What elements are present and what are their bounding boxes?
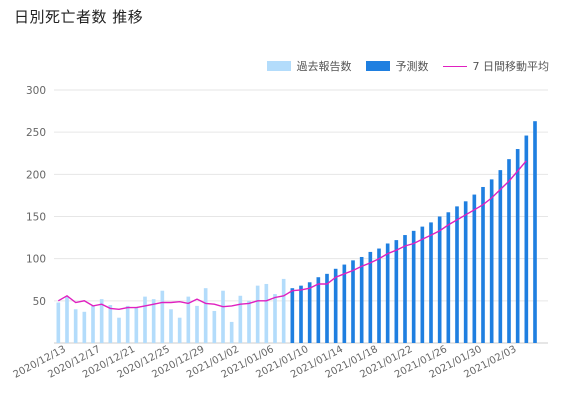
bar-reported[interactable] (160, 290, 165, 343)
bar-forecast[interactable] (507, 159, 511, 343)
legend: 過去報告数 予測数 7 日間移動平均 (266, 58, 550, 74)
bar-reported[interactable] (65, 296, 69, 343)
bar-forecast[interactable] (316, 277, 321, 343)
bar-reported[interactable] (221, 290, 225, 343)
y-tick-label: 150 (26, 212, 46, 224)
y-tick-label: 200 (26, 169, 46, 181)
y-axis-ticks: 50 100 150 200 250 300 (26, 85, 46, 308)
bars (56, 121, 537, 344)
bar-forecast[interactable] (359, 256, 364, 343)
bar-forecast[interactable] (533, 121, 537, 343)
bar-forecast[interactable] (498, 170, 503, 343)
y-tick-label: 300 (26, 85, 46, 97)
bar-forecast[interactable] (385, 243, 390, 343)
bar-reported[interactable] (82, 311, 87, 343)
bar-reported[interactable] (169, 309, 173, 343)
bar-reported[interactable] (125, 305, 130, 343)
x-axis-ticks: 2020/12/132020/12/172020/12/212020/12/25… (12, 344, 519, 381)
legend-item-forecast[interactable]: 予測数 (365, 58, 429, 74)
moving-average-path (57, 160, 527, 311)
bar-reported[interactable] (281, 278, 286, 343)
bar-forecast[interactable] (368, 251, 373, 343)
bar-forecast[interactable] (403, 235, 407, 343)
bar-reported[interactable] (117, 317, 121, 343)
bar-reported[interactable] (247, 300, 251, 343)
bar-reported[interactable] (273, 294, 277, 343)
bar-forecast[interactable] (472, 194, 477, 343)
bar-reported[interactable] (212, 310, 217, 343)
bar-forecast[interactable] (325, 273, 329, 343)
bar-reported[interactable] (264, 283, 269, 343)
bar-forecast[interactable] (429, 222, 433, 343)
bar-reported[interactable] (108, 305, 113, 343)
legend-item-average[interactable]: 7 日間移動平均 (442, 58, 550, 74)
y-tick-label: 250 (26, 127, 46, 139)
bar-reported[interactable] (186, 296, 191, 343)
bar-reported[interactable] (238, 295, 243, 343)
bar-forecast[interactable] (524, 135, 529, 343)
bar-reported[interactable] (195, 305, 199, 343)
bar-forecast[interactable] (342, 264, 347, 343)
bar-forecast[interactable] (411, 230, 416, 343)
bar-reported[interactable] (56, 302, 61, 343)
legend-swatch-reported (266, 61, 291, 71)
bar-forecast[interactable] (481, 186, 485, 343)
bar-reported[interactable] (73, 309, 78, 343)
y-tick-label: 100 (26, 254, 46, 266)
bar-forecast[interactable] (446, 212, 451, 343)
legend-swatch-average (442, 65, 467, 67)
legend-swatch-forecast (365, 61, 390, 71)
bar-reported[interactable] (229, 321, 234, 343)
bar-reported[interactable] (255, 285, 260, 343)
bar-reported[interactable] (143, 296, 147, 343)
bar-forecast[interactable] (351, 260, 355, 343)
bar-forecast[interactable] (463, 201, 468, 343)
bar-reported[interactable] (91, 305, 95, 343)
bar-forecast[interactable] (437, 216, 442, 344)
bar-forecast[interactable] (333, 268, 338, 343)
bar-forecast[interactable] (290, 288, 295, 343)
bar-forecast[interactable] (377, 248, 381, 343)
bar-forecast[interactable] (307, 282, 312, 343)
bar-reported[interactable] (203, 288, 208, 343)
moving-average-line (57, 160, 527, 311)
legend-label-reported: 過去報告数 (296, 60, 352, 73)
bar-reported[interactable] (99, 299, 104, 343)
legend-label-forecast: 予測数 (395, 60, 429, 73)
legend-label-average: 7 日間移動平均 (472, 60, 550, 73)
bar-forecast[interactable] (420, 226, 425, 343)
bar-forecast[interactable] (489, 179, 494, 343)
bar-forecast[interactable] (515, 149, 520, 343)
bar-reported[interactable] (177, 317, 182, 343)
bar-reported[interactable] (151, 299, 156, 343)
bar-forecast[interactable] (455, 206, 459, 343)
legend-item-reported[interactable]: 過去報告数 (266, 58, 352, 74)
chart-title: 日別死亡者数 推移 (14, 8, 144, 26)
y-tick-label: 50 (33, 296, 46, 308)
bar-reported[interactable] (134, 307, 139, 343)
bar-forecast[interactable] (299, 285, 303, 343)
bar-forecast[interactable] (394, 240, 399, 343)
